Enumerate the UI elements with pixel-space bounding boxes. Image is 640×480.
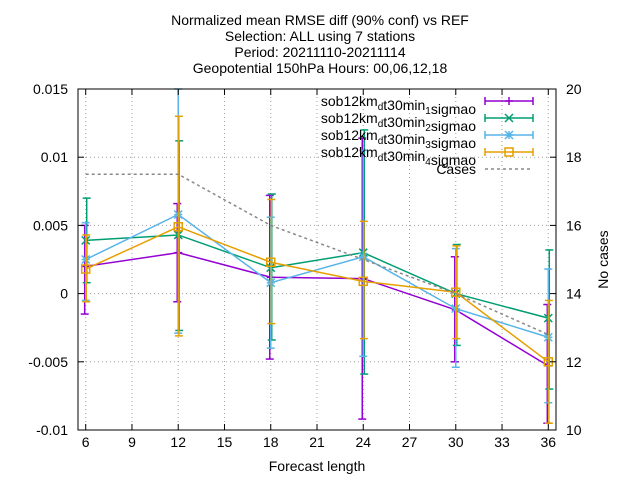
title-line: Selection: ALL using 7 stations <box>225 28 415 44</box>
legend-text-part: sigmao <box>431 101 476 117</box>
legend-text-part: sigmao <box>431 118 476 134</box>
y2-axis-label: No cases <box>595 230 611 288</box>
chart-title: Normalized mean RMSE diff (90% conf) vs … <box>171 12 469 76</box>
x-tick-label: 27 <box>402 434 418 450</box>
x-tick-label: 36 <box>541 434 557 450</box>
y-tick-label: -0.005 <box>28 354 68 370</box>
y2-tick-label: 12 <box>566 354 582 370</box>
y-tick-label: 0 <box>60 286 68 302</box>
x-tick-label: 24 <box>355 434 371 450</box>
legend-text-part: t30min <box>383 97 425 113</box>
x-tick-label: 30 <box>448 434 464 450</box>
y2-tick-label: 16 <box>566 217 582 233</box>
y-tick-label: 0.015 <box>33 81 68 97</box>
legend-text-part: sigmao <box>431 135 476 151</box>
x-tick-label: 21 <box>309 434 325 450</box>
legend-text-part: sob12km <box>321 93 378 109</box>
legend: sob12kmdt30min1sigmaosob12kmdt30min2sigm… <box>321 93 533 177</box>
y2-tick-label: 14 <box>566 286 582 302</box>
y-tick-label: 0.005 <box>33 217 68 233</box>
legend-text-part: sob12km <box>321 144 378 160</box>
series-line <box>86 214 549 337</box>
title-line: Normalized mean RMSE diff (90% conf) vs … <box>171 12 469 28</box>
series-1 <box>81 138 553 423</box>
x-axis-label: Forecast length <box>269 458 366 474</box>
legend-text-part: t30min <box>383 114 425 130</box>
legend-text-part: sob12km <box>321 110 378 126</box>
y-tick-label: -0.01 <box>36 422 68 438</box>
title-line: Geopotential 150hPa Hours: 00,06,12,18 <box>193 60 448 76</box>
legend-text-part: t30min <box>383 148 425 164</box>
y2-tick-label: 10 <box>566 422 582 438</box>
legend-marker <box>505 97 513 105</box>
title-line: Period: 20211110-20211114 <box>234 44 405 60</box>
y2-tick-label: 18 <box>566 149 582 165</box>
legend-text-part: t30min <box>383 131 425 147</box>
x-tick-label: 18 <box>263 434 279 450</box>
x-tick-label: 33 <box>494 434 510 450</box>
legend-text-part: sob12km <box>321 127 378 143</box>
legend-label: Cases <box>436 161 476 177</box>
y2-tick-label: 20 <box>566 81 582 97</box>
y-tick-label: 0.01 <box>41 149 68 165</box>
x-tick-label: 12 <box>170 434 186 450</box>
series-2 <box>82 130 554 389</box>
x-tick-label: 6 <box>82 434 90 450</box>
x-tick-label: 9 <box>128 434 136 450</box>
x-tick-label: 15 <box>217 434 233 450</box>
legend-marker <box>505 131 513 139</box>
